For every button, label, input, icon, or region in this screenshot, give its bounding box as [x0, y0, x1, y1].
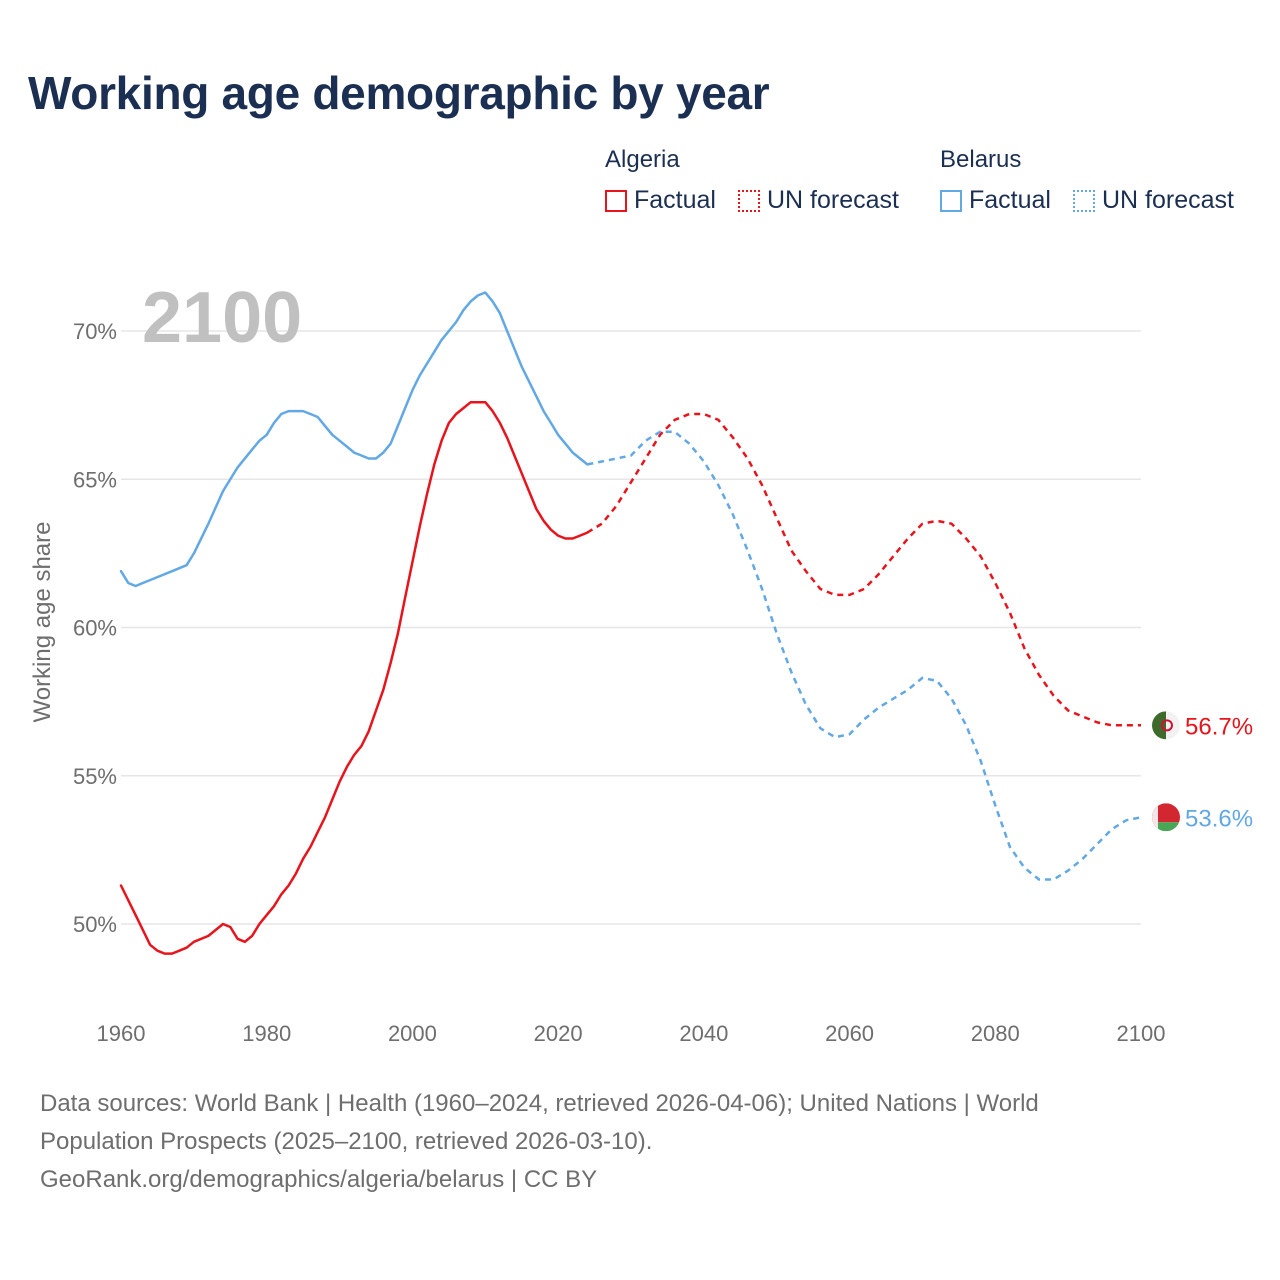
belarus-end-value-label: 53.6%	[1185, 805, 1253, 832]
legend-label: Factual	[634, 186, 716, 214]
y-tick-label: 60%	[73, 616, 117, 641]
x-tick-label: 1980	[242, 1021, 291, 1046]
year-watermark: 2100	[142, 278, 302, 358]
algeria-flag-icon	[1152, 711, 1180, 740]
legend-dotted-swatch	[738, 189, 760, 212]
chart-title: Working age demographic by year	[28, 67, 770, 119]
y-tick-label: 70%	[73, 319, 117, 344]
legend-algeria-factual[interactable]: Factual	[605, 186, 716, 215]
series-belarus-forecast-line	[587, 430, 1142, 881]
y-tick-label: 65%	[73, 467, 117, 492]
legend-group-algeria: Algeria	[605, 146, 680, 173]
algeria-end-value-label: 56.7%	[1185, 713, 1253, 740]
legend-label: UN forecast	[767, 186, 899, 214]
series-algeria-forecast-line	[586, 412, 1141, 727]
footer-sources-line1: Data sources: World Bank | Health (1960–…	[40, 1090, 1039, 1117]
y-tick-label: 50%	[73, 912, 117, 937]
legend-belarus-forecast[interactable]: UN forecast	[1073, 186, 1234, 215]
legend-belarus-factual[interactable]: Factual	[940, 186, 1051, 215]
end-markers: 56.7% 53.6%	[1152, 711, 1253, 832]
legend-label: UN forecast	[1102, 186, 1234, 214]
legend-group-belarus: Belarus	[940, 146, 1022, 173]
legend-algeria-forecast[interactable]: UN forecast	[738, 186, 899, 215]
x-tick-label: 2040	[679, 1021, 728, 1046]
y-tick-label: 55%	[73, 764, 117, 789]
legend-dotted-swatch	[1073, 189, 1095, 212]
footer-link[interactable]: GeoRank.org/demographics/algeria/belarus…	[40, 1166, 598, 1193]
x-tick-label: 2080	[971, 1021, 1020, 1046]
legend-label: Factual	[969, 186, 1051, 214]
legend-solid-swatch	[605, 189, 627, 212]
legend-solid-swatch	[940, 189, 962, 212]
series-algeria-factual-line	[119, 400, 589, 955]
y-axis-label: Working age share	[29, 522, 56, 723]
x-tick-label: 2020	[534, 1021, 583, 1046]
x-tick-label: 2060	[825, 1021, 874, 1046]
x-tick-label: 2100	[1117, 1021, 1166, 1046]
axes: 50% 55% 60% 65% 70% 1960 1980 2000 2020 2040 2060 2…	[73, 319, 1166, 1046]
belarus-flag-icon	[1152, 803, 1180, 832]
series-belarus-factual-line	[119, 291, 589, 588]
x-tick-label: 2000	[388, 1021, 437, 1046]
x-tick-label: 1960	[97, 1021, 146, 1046]
gridlines	[121, 330, 1141, 925]
series-layer	[119, 291, 1142, 955]
footer-sources-line2: Population Prospects (2025–2100, retriev…	[40, 1128, 653, 1155]
